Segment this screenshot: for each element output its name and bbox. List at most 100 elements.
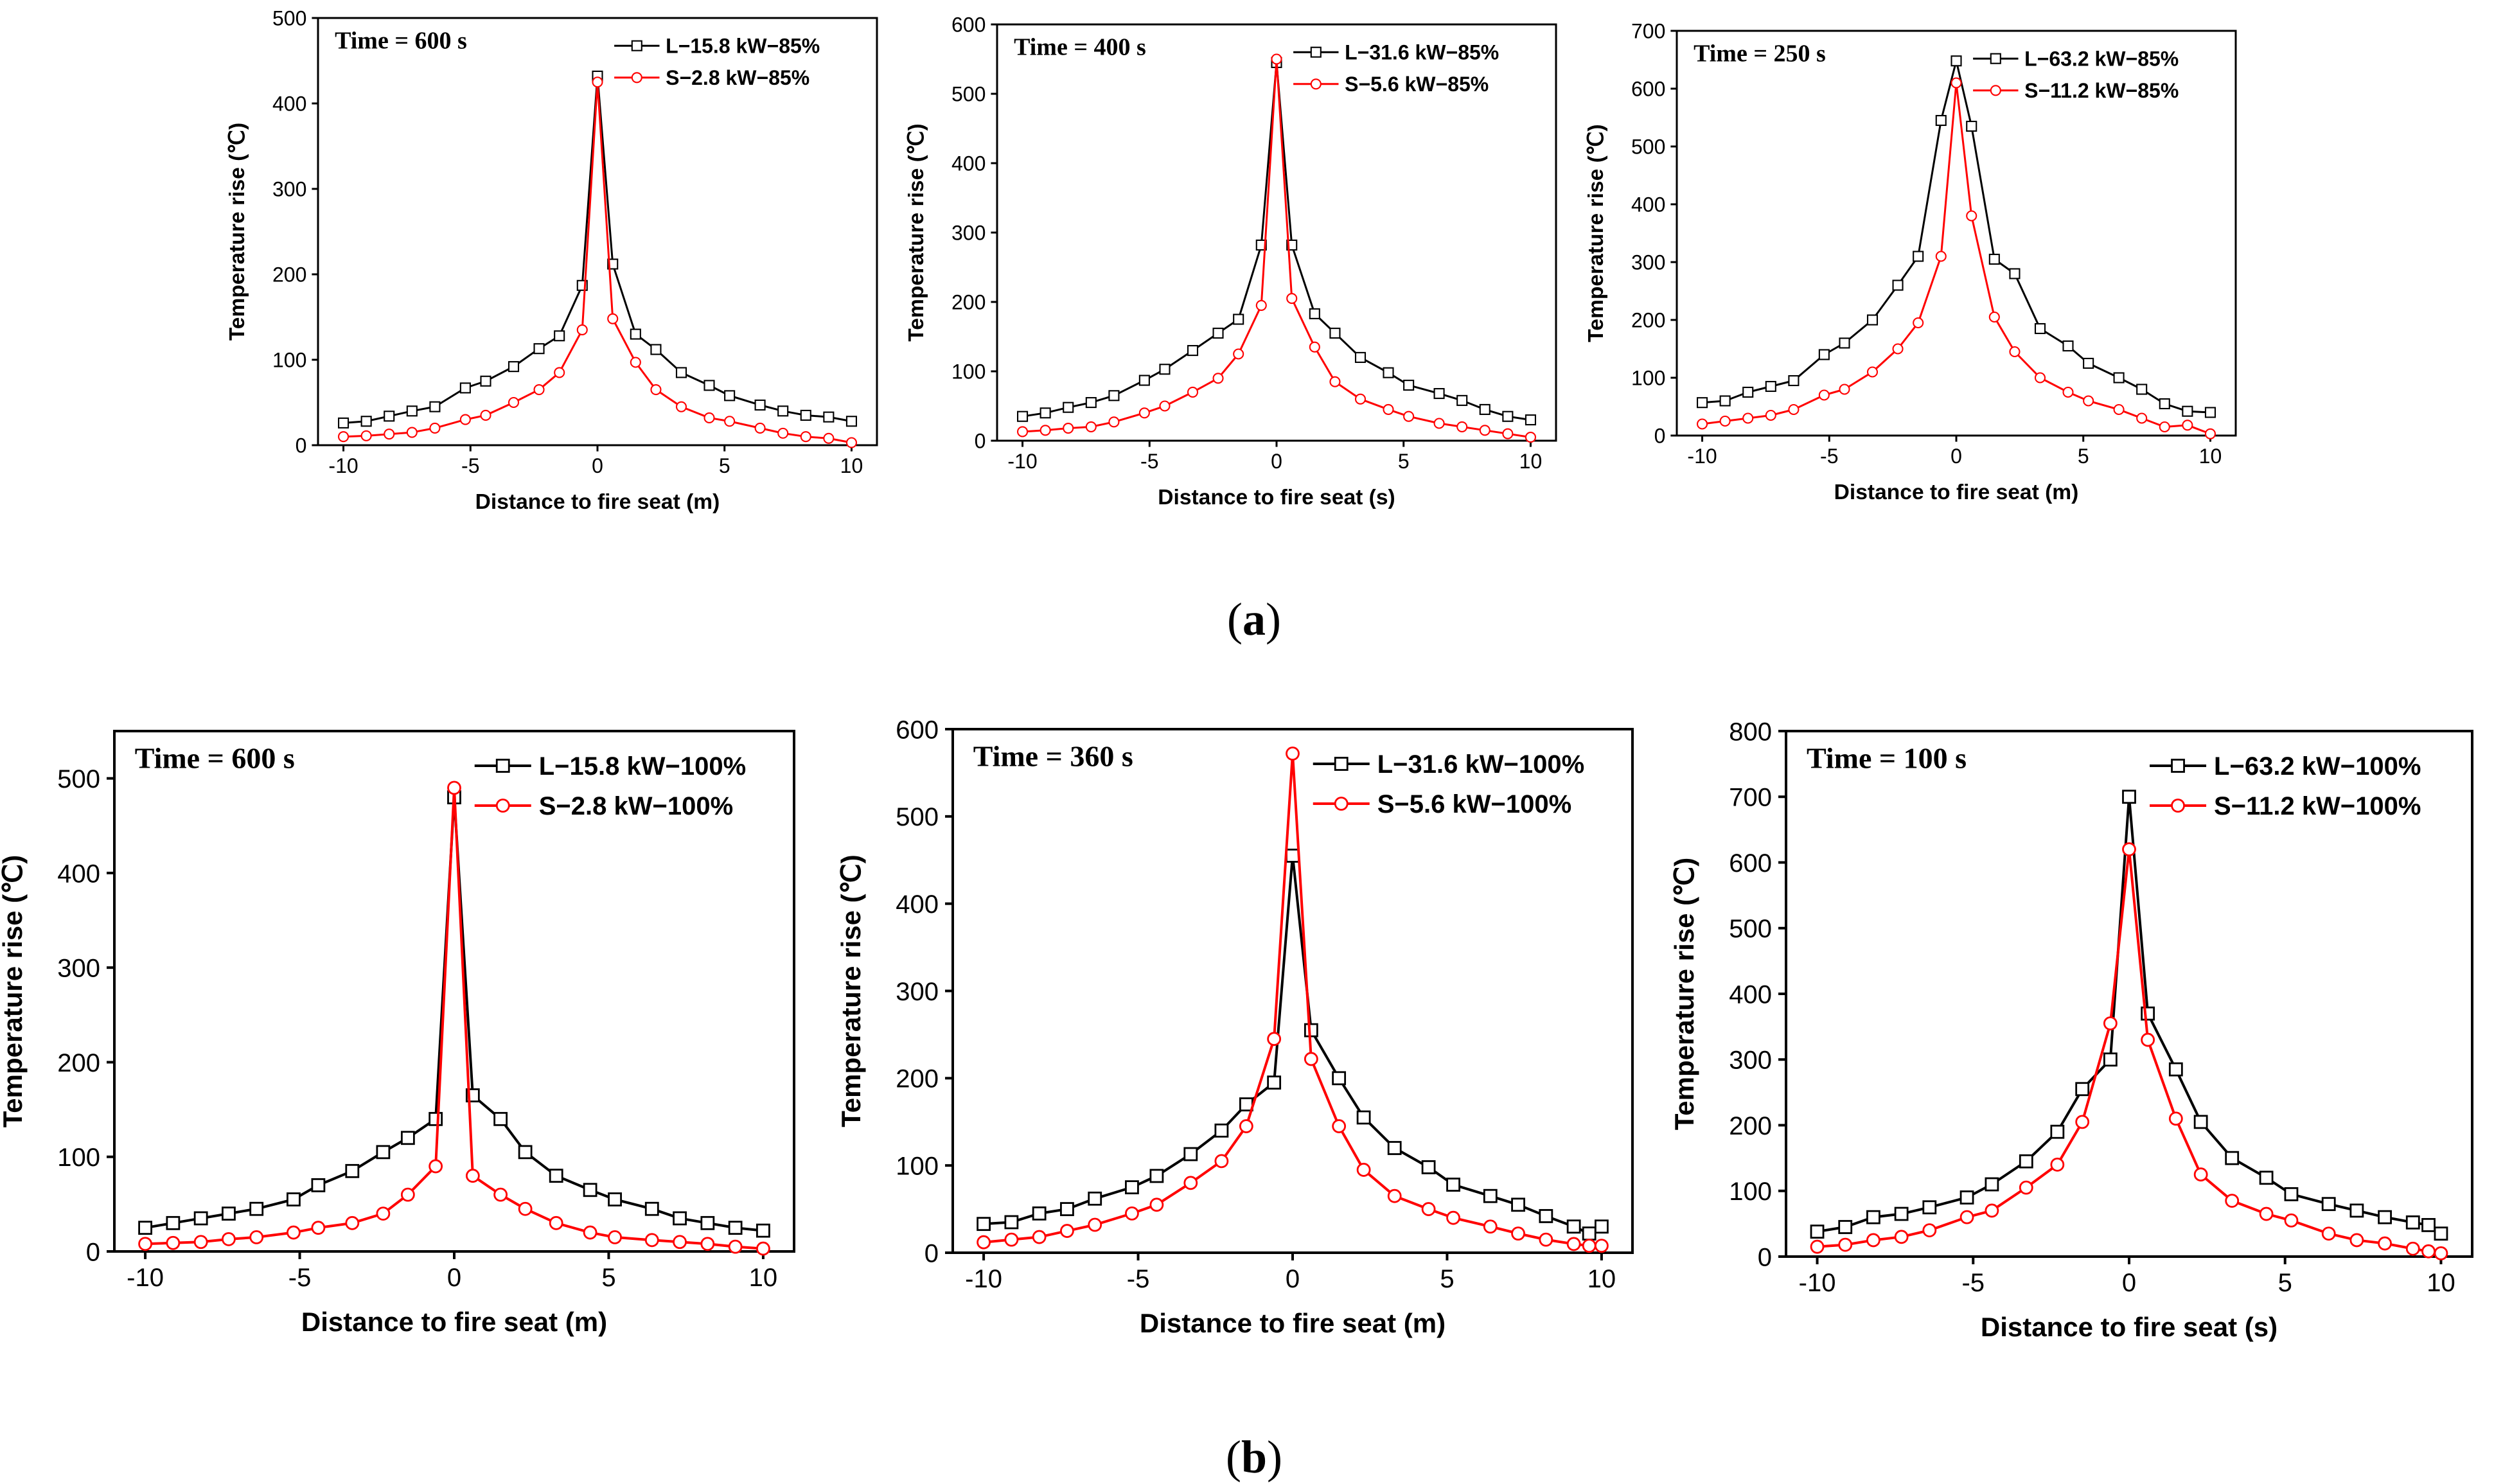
data-point (1839, 384, 1850, 395)
x-axis-title: Distance to fire seat (m) (1140, 1308, 1446, 1338)
data-point (360, 416, 372, 427)
series-line (145, 796, 764, 1232)
data-point (2193, 1115, 2208, 1129)
data-point (1838, 1220, 1853, 1234)
data-point (1913, 251, 1924, 262)
data-point (406, 427, 418, 438)
data-point (2168, 1111, 2183, 1126)
chart-title: Time = 400 s (1014, 34, 1146, 61)
data-point (2034, 372, 2046, 384)
data-point (2062, 386, 2074, 398)
data-point (2405, 1241, 2420, 1256)
y-tick-label: 300 (896, 978, 939, 1006)
legend-label: L−63.2 kW−100% (2214, 752, 2421, 781)
y-tick-label: 200 (951, 291, 986, 314)
data-point (1138, 375, 1150, 386)
data-point (1329, 376, 1341, 387)
series-S (138, 781, 770, 1256)
data-point (2225, 1151, 2240, 1165)
y-tick-label: 300 (1729, 1047, 1772, 1075)
data-point (2136, 412, 2148, 424)
x-tick-label: 10 (1588, 1265, 1616, 1293)
data-point (384, 428, 395, 440)
data-point (2159, 421, 2170, 433)
data-point (1149, 1169, 1164, 1183)
chart-title: Time = 600 s (335, 28, 467, 55)
data-point (644, 1233, 659, 1248)
data-point (1566, 1237, 1581, 1251)
data-point (608, 1192, 622, 1206)
data-point (1742, 412, 1754, 424)
legend-label: S−5.6 kW−85% (1345, 73, 1489, 96)
data-point (2034, 322, 2046, 335)
data-point (1479, 403, 1490, 415)
legend-label: L−31.6 kW−85% (1345, 40, 1499, 64)
data-point (2225, 1194, 2240, 1208)
data-point (384, 411, 395, 422)
data-point (1696, 418, 1708, 430)
data-point (1354, 393, 1367, 405)
y-tick-label: 300 (272, 178, 306, 201)
data-point (1511, 1226, 1525, 1241)
data-point (1483, 1188, 1498, 1203)
data-point (1387, 1141, 1402, 1155)
legend-marker (1334, 757, 1349, 771)
y-tick-label: 200 (1631, 309, 1665, 332)
data-point (777, 427, 789, 439)
x-tick-label: 0 (2122, 1269, 2136, 1297)
data-point (724, 390, 736, 402)
data-point (1159, 400, 1171, 412)
data-point (724, 416, 736, 427)
y-tick-label: 700 (1729, 784, 1772, 812)
data-point (2075, 1082, 2090, 1097)
data-point (2083, 357, 2094, 369)
data-point (1267, 1032, 1282, 1047)
x-axis-title: Distance to fire seat (s) (1158, 486, 1395, 509)
data-point (337, 417, 349, 428)
data-point (480, 409, 491, 421)
x-tick-label: 10 (1519, 450, 1543, 473)
data-point (480, 375, 491, 387)
data-point (1582, 1239, 1597, 1253)
data-point (1788, 375, 1800, 387)
data-point (1212, 373, 1224, 384)
data-point (845, 416, 858, 427)
data-point (1085, 421, 1097, 432)
y-tick-label: 400 (1631, 193, 1665, 216)
x-axis-title: Distance to fire seat (m) (1834, 481, 2079, 504)
x-tick-label: 5 (719, 454, 730, 477)
x-axis-title: Distance to fire seat (m) (301, 1307, 607, 1337)
x-tick-label: 5 (601, 1264, 615, 1292)
y-tick-label: 500 (57, 765, 100, 793)
x-tick-label: -5 (1820, 445, 1838, 468)
data-point (1959, 1210, 1974, 1224)
data-point (1511, 1197, 1525, 1212)
legend-entry-S: S−2.8 kW−100% (474, 792, 733, 820)
data-point (1421, 1160, 1436, 1174)
legend-entry-S: S−5.6 kW−85% (1293, 73, 1489, 96)
legend-marker (1310, 78, 1322, 90)
data-point (576, 324, 588, 336)
legend-label: S−11.2 kW−100% (2214, 792, 2421, 820)
y-tick-label: 200 (1729, 1112, 1772, 1140)
data-point (703, 412, 715, 423)
data-point (1446, 1210, 1460, 1225)
y-tick-label: 200 (896, 1065, 939, 1093)
data-point (249, 1201, 264, 1216)
legend-marker (1310, 46, 1322, 58)
x-tick-label: -10 (965, 1265, 1002, 1293)
legend-marker (631, 72, 642, 84)
data-point (1063, 423, 1074, 434)
data-point (756, 1241, 770, 1256)
x-axis-title: Distance to fire seat (s) (1981, 1312, 2278, 1342)
data-point (1125, 1180, 1139, 1195)
y-tick-label: 0 (1758, 1243, 1772, 1271)
data-point (2378, 1236, 2392, 1251)
legend-marker (631, 40, 642, 51)
legend-entry-L: L−63.2 kW−85% (1973, 47, 2179, 70)
data-point (1433, 388, 1445, 400)
data-point (2103, 1052, 2118, 1067)
data-point (2434, 1246, 2448, 1260)
legend-entry-L: L−15.8 kW−100% (474, 752, 746, 781)
x-tick-label: 5 (1440, 1265, 1454, 1293)
